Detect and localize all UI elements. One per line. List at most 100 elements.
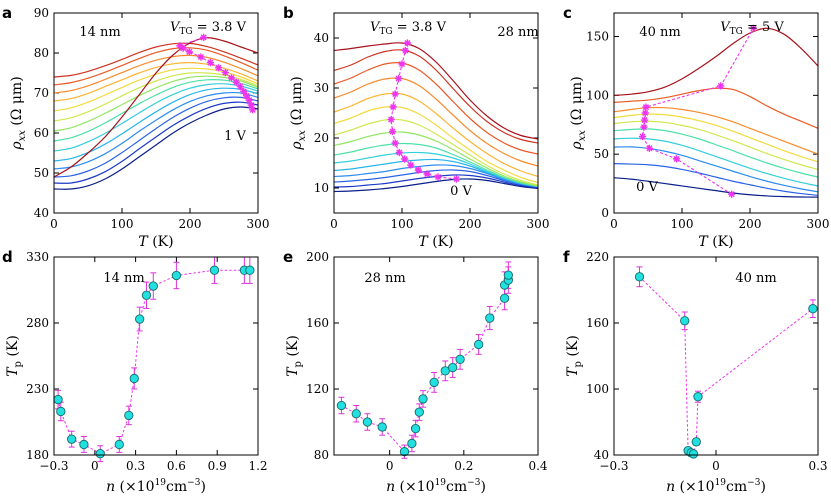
peak-marker-a-14 <box>176 42 184 50</box>
curve-c-c1 <box>614 162 818 196</box>
ytick-label-a-3: 70 <box>34 86 49 100</box>
xtick-label-f-2: 0.3 <box>808 459 827 473</box>
curve-b-c0 <box>334 178 538 193</box>
ylabel-units: (Ω μm) <box>289 76 305 130</box>
xlabel-units: (K) <box>428 234 454 250</box>
ylabel-a: ρxx (Ω μm) <box>9 76 28 150</box>
data-point-d-6 <box>124 410 134 421</box>
curve-a-c11 <box>54 54 258 94</box>
peak-marker-a-3 <box>242 92 251 100</box>
ytick-label-b-2: 30 <box>314 81 329 95</box>
peak-line-c <box>642 28 754 195</box>
xlabel-exp1: 19 <box>715 478 727 488</box>
peak-marker-c-0 <box>728 190 736 198</box>
curve-b-c3 <box>334 164 538 188</box>
axes-frame-c <box>613 12 819 214</box>
data-point-f-6 <box>693 392 703 402</box>
data-point-e-4 <box>399 447 410 457</box>
xlabel-open: (×10 <box>115 479 154 495</box>
thickness-label-f: 40 nm <box>735 271 776 286</box>
peak-marker-c-3 <box>638 132 647 141</box>
data-point-d-8 <box>135 314 145 324</box>
peak-marker-a-12 <box>185 48 193 56</box>
data-point-e-13 <box>474 339 484 350</box>
peak-marker-a-7 <box>227 74 236 82</box>
ytick-label-d-0: 180 <box>26 448 49 462</box>
xlabel-cm: cm <box>726 479 747 495</box>
curve-c-c5 <box>614 120 818 171</box>
data-point-d-7 <box>129 373 139 384</box>
peak-marker-a-0 <box>248 106 257 114</box>
ytick-label-c-0: 0 <box>601 206 609 220</box>
xlabel-exp2: −3 <box>467 478 481 488</box>
xtick-label-f-0: −0.3 <box>599 459 628 473</box>
vtg-bottom-label-b: 0 V <box>450 184 472 199</box>
vtg-top-label-a: VTG = 3.8 V <box>170 20 247 37</box>
data-point-e-3 <box>377 422 387 432</box>
curve-b-c12 <box>334 61 538 155</box>
ytick-label-a-0: 40 <box>34 206 49 220</box>
ytick-label-e-2: 160 <box>306 316 329 330</box>
vtg-sub: TG <box>179 27 192 37</box>
curve-a-c14 <box>54 37 258 178</box>
ytick-label-f-3: 220 <box>586 250 609 264</box>
thickness-label-d: 14 nm <box>103 271 144 286</box>
data-point-f-5 <box>691 437 701 447</box>
ylabel-units: (Ω μm) <box>9 76 25 130</box>
curve-b-c13 <box>334 49 538 144</box>
xtick-label-d-4: 0.9 <box>208 459 227 473</box>
curve-c-c6 <box>614 113 818 163</box>
ylabel-rho: ρ <box>9 141 25 151</box>
xtick-label-a-1: 100 <box>111 217 134 231</box>
data-point-f-0 <box>634 272 645 282</box>
xlabel-exp1: 19 <box>155 478 167 488</box>
ylabel-sub: p <box>573 361 584 367</box>
vtg-V: V <box>370 20 381 35</box>
data-point-f-1 <box>680 316 690 326</box>
ylabel-d: Tp (K) <box>5 335 24 377</box>
curve-c-c4 <box>614 128 818 178</box>
data-point-d-4 <box>95 449 105 459</box>
xtick-label-c-1: 100 <box>671 217 694 231</box>
xtick-label-d-5: 1.2 <box>248 459 267 473</box>
ytick-label-a-5: 90 <box>34 6 49 20</box>
plot-area-f <box>639 276 814 455</box>
xlabel-close: ) <box>480 479 485 495</box>
plot-area-a <box>54 33 258 190</box>
ylabel-T: T <box>565 366 581 377</box>
curve-a-c10 <box>54 61 258 102</box>
ylabel-c: ρxx (Ω μm) <box>569 76 588 150</box>
ylabel-sub: p <box>13 361 24 367</box>
xlabel-b: T (K) <box>418 234 453 250</box>
xlabel-units: (K) <box>148 234 174 250</box>
curve-b-c11 <box>334 77 538 167</box>
panel-f: −0.3 0 0.3 40 100 160 220 n (×1019cm−3) Tp (K) 40… <box>565 250 828 495</box>
ytick-label-c-1: 50 <box>594 147 609 161</box>
curve-b-c8 <box>334 118 538 186</box>
curve-c-c3 <box>614 137 818 187</box>
ylabel-sub: xx <box>297 130 308 142</box>
plot-area-c <box>614 24 818 198</box>
xtick-label-a-0: 0 <box>50 217 58 231</box>
curve-a-c8 <box>54 72 258 122</box>
data-point-e-6 <box>410 423 421 434</box>
xtick-label-c-0: 0 <box>610 217 618 231</box>
curve-a-c4 <box>54 87 258 162</box>
peak-marker-b-5 <box>389 103 397 111</box>
peak-marker-a-5 <box>236 83 244 91</box>
peak-marker-a-15 <box>200 33 208 41</box>
ylabel-rho: ρ <box>289 141 305 151</box>
xtick-label-b-1: 100 <box>391 217 414 231</box>
data-point-e-18 <box>503 270 513 280</box>
xlabel-n: n <box>666 479 675 495</box>
scatter-line-d <box>57 269 250 455</box>
peak-marker-b-13 <box>423 170 431 178</box>
peak-marker-b-9 <box>395 148 403 157</box>
xlabel-open: (×10 <box>675 479 714 495</box>
peak-marker-b-4 <box>391 90 399 98</box>
panel-letter-e: e <box>283 248 293 266</box>
panel-d: −0.3 0 0.3 0.6 0.9 1.2 180 230 280 330 n (×1019cm−… <box>5 250 268 495</box>
ylabel-units: (K) <box>285 335 301 361</box>
data-point-e-2 <box>362 417 373 427</box>
panel-c: 0 100 200 300 0 50 100 150 T (K) ρxx (Ω μm) 40 nm V… <box>569 12 829 250</box>
